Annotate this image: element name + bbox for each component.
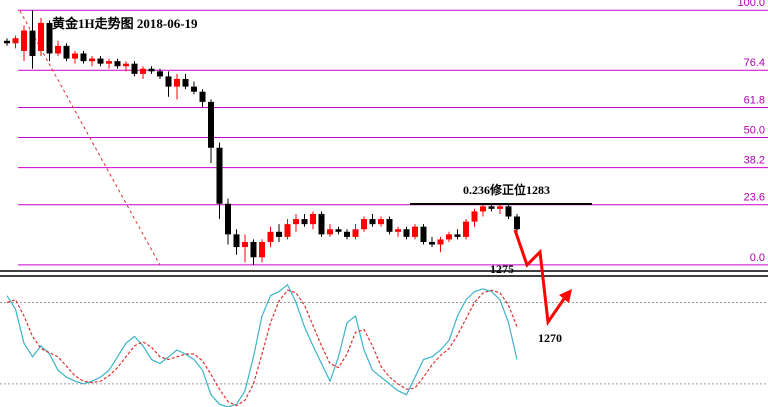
candle-body <box>63 45 70 59</box>
candle-body <box>106 61 112 64</box>
fib-label: 0.0 <box>750 252 765 264</box>
candle-body <box>429 241 435 245</box>
candle-body <box>488 206 495 209</box>
candle-body <box>471 211 478 222</box>
candle-body <box>97 58 104 64</box>
candle-body <box>148 68 155 72</box>
candle-body <box>369 219 376 225</box>
candle-body <box>327 229 333 235</box>
candle-body <box>276 231 282 237</box>
candle-body <box>225 203 231 235</box>
annotation: 1275 <box>490 262 514 276</box>
candle-body <box>395 229 401 232</box>
candle-body <box>318 213 325 235</box>
candle-body <box>454 234 461 237</box>
fib-label: 50.0 <box>744 124 765 136</box>
candle-body <box>29 30 36 57</box>
marks-layer <box>4 10 520 407</box>
candle-body <box>80 53 87 62</box>
candle-body <box>12 38 19 44</box>
candle-body <box>497 206 503 209</box>
candle-body <box>123 63 129 67</box>
candle-body <box>131 63 138 74</box>
candle-body <box>463 221 469 237</box>
candle-body <box>216 147 223 204</box>
candle-body <box>378 219 384 225</box>
oscillator-line <box>6 283 518 407</box>
candle-body <box>480 206 486 212</box>
oscillator-line <box>6 289 518 407</box>
candle-body <box>55 45 61 54</box>
fib-label: 100.0 <box>737 0 765 9</box>
fib-label: 23.6 <box>744 192 765 204</box>
candle-body <box>114 61 121 67</box>
candle-body <box>72 53 78 59</box>
candle-body <box>446 234 452 240</box>
fib-label: 76.4 <box>744 57 765 69</box>
candle-body <box>514 216 520 230</box>
candle-body <box>284 224 291 237</box>
candle-body <box>208 101 214 148</box>
annotation: 0.236修正位1283 <box>463 182 550 197</box>
forecast-arrow <box>513 229 568 327</box>
candle-body <box>4 40 10 44</box>
annotation: 1270 <box>538 331 562 345</box>
candle-body <box>242 241 248 248</box>
candle-body <box>505 206 512 217</box>
candle-body <box>182 78 189 87</box>
candle-body <box>191 86 197 92</box>
candle-body <box>437 239 444 245</box>
candle-body <box>250 241 257 258</box>
candle-body <box>259 241 265 258</box>
candle-body <box>361 219 367 230</box>
candle-body <box>335 229 342 232</box>
candle-body <box>344 231 350 237</box>
fib-label: 61.8 <box>744 94 765 106</box>
candle-body <box>420 226 427 242</box>
candle-body <box>174 78 180 87</box>
trend-line <box>19 10 161 266</box>
candle-body <box>412 226 418 237</box>
candle-body <box>140 68 146 74</box>
candle-body <box>46 22 53 54</box>
candle-body <box>165 76 172 87</box>
fib-label: 38.2 <box>744 155 765 167</box>
candle-body <box>21 30 27 51</box>
candle-body <box>233 234 240 248</box>
candle-body <box>89 58 95 62</box>
grid-layer: 0.0 23.6 38.2 50.0 61.8 76.4 100.0 <box>0 0 768 385</box>
candle-body <box>403 229 410 237</box>
candle-body <box>352 229 359 237</box>
candle-body <box>293 219 299 225</box>
candle-body <box>199 91 206 102</box>
candle-body <box>310 213 316 225</box>
candle-body <box>157 71 163 77</box>
chart-title: 黄金1H走势图 2018-06-19 <box>52 16 198 31</box>
candle-body <box>301 219 308 225</box>
candle-body <box>267 231 274 242</box>
arrow-head <box>559 289 572 303</box>
candle-body <box>386 219 393 232</box>
candle-body <box>38 22 44 51</box>
